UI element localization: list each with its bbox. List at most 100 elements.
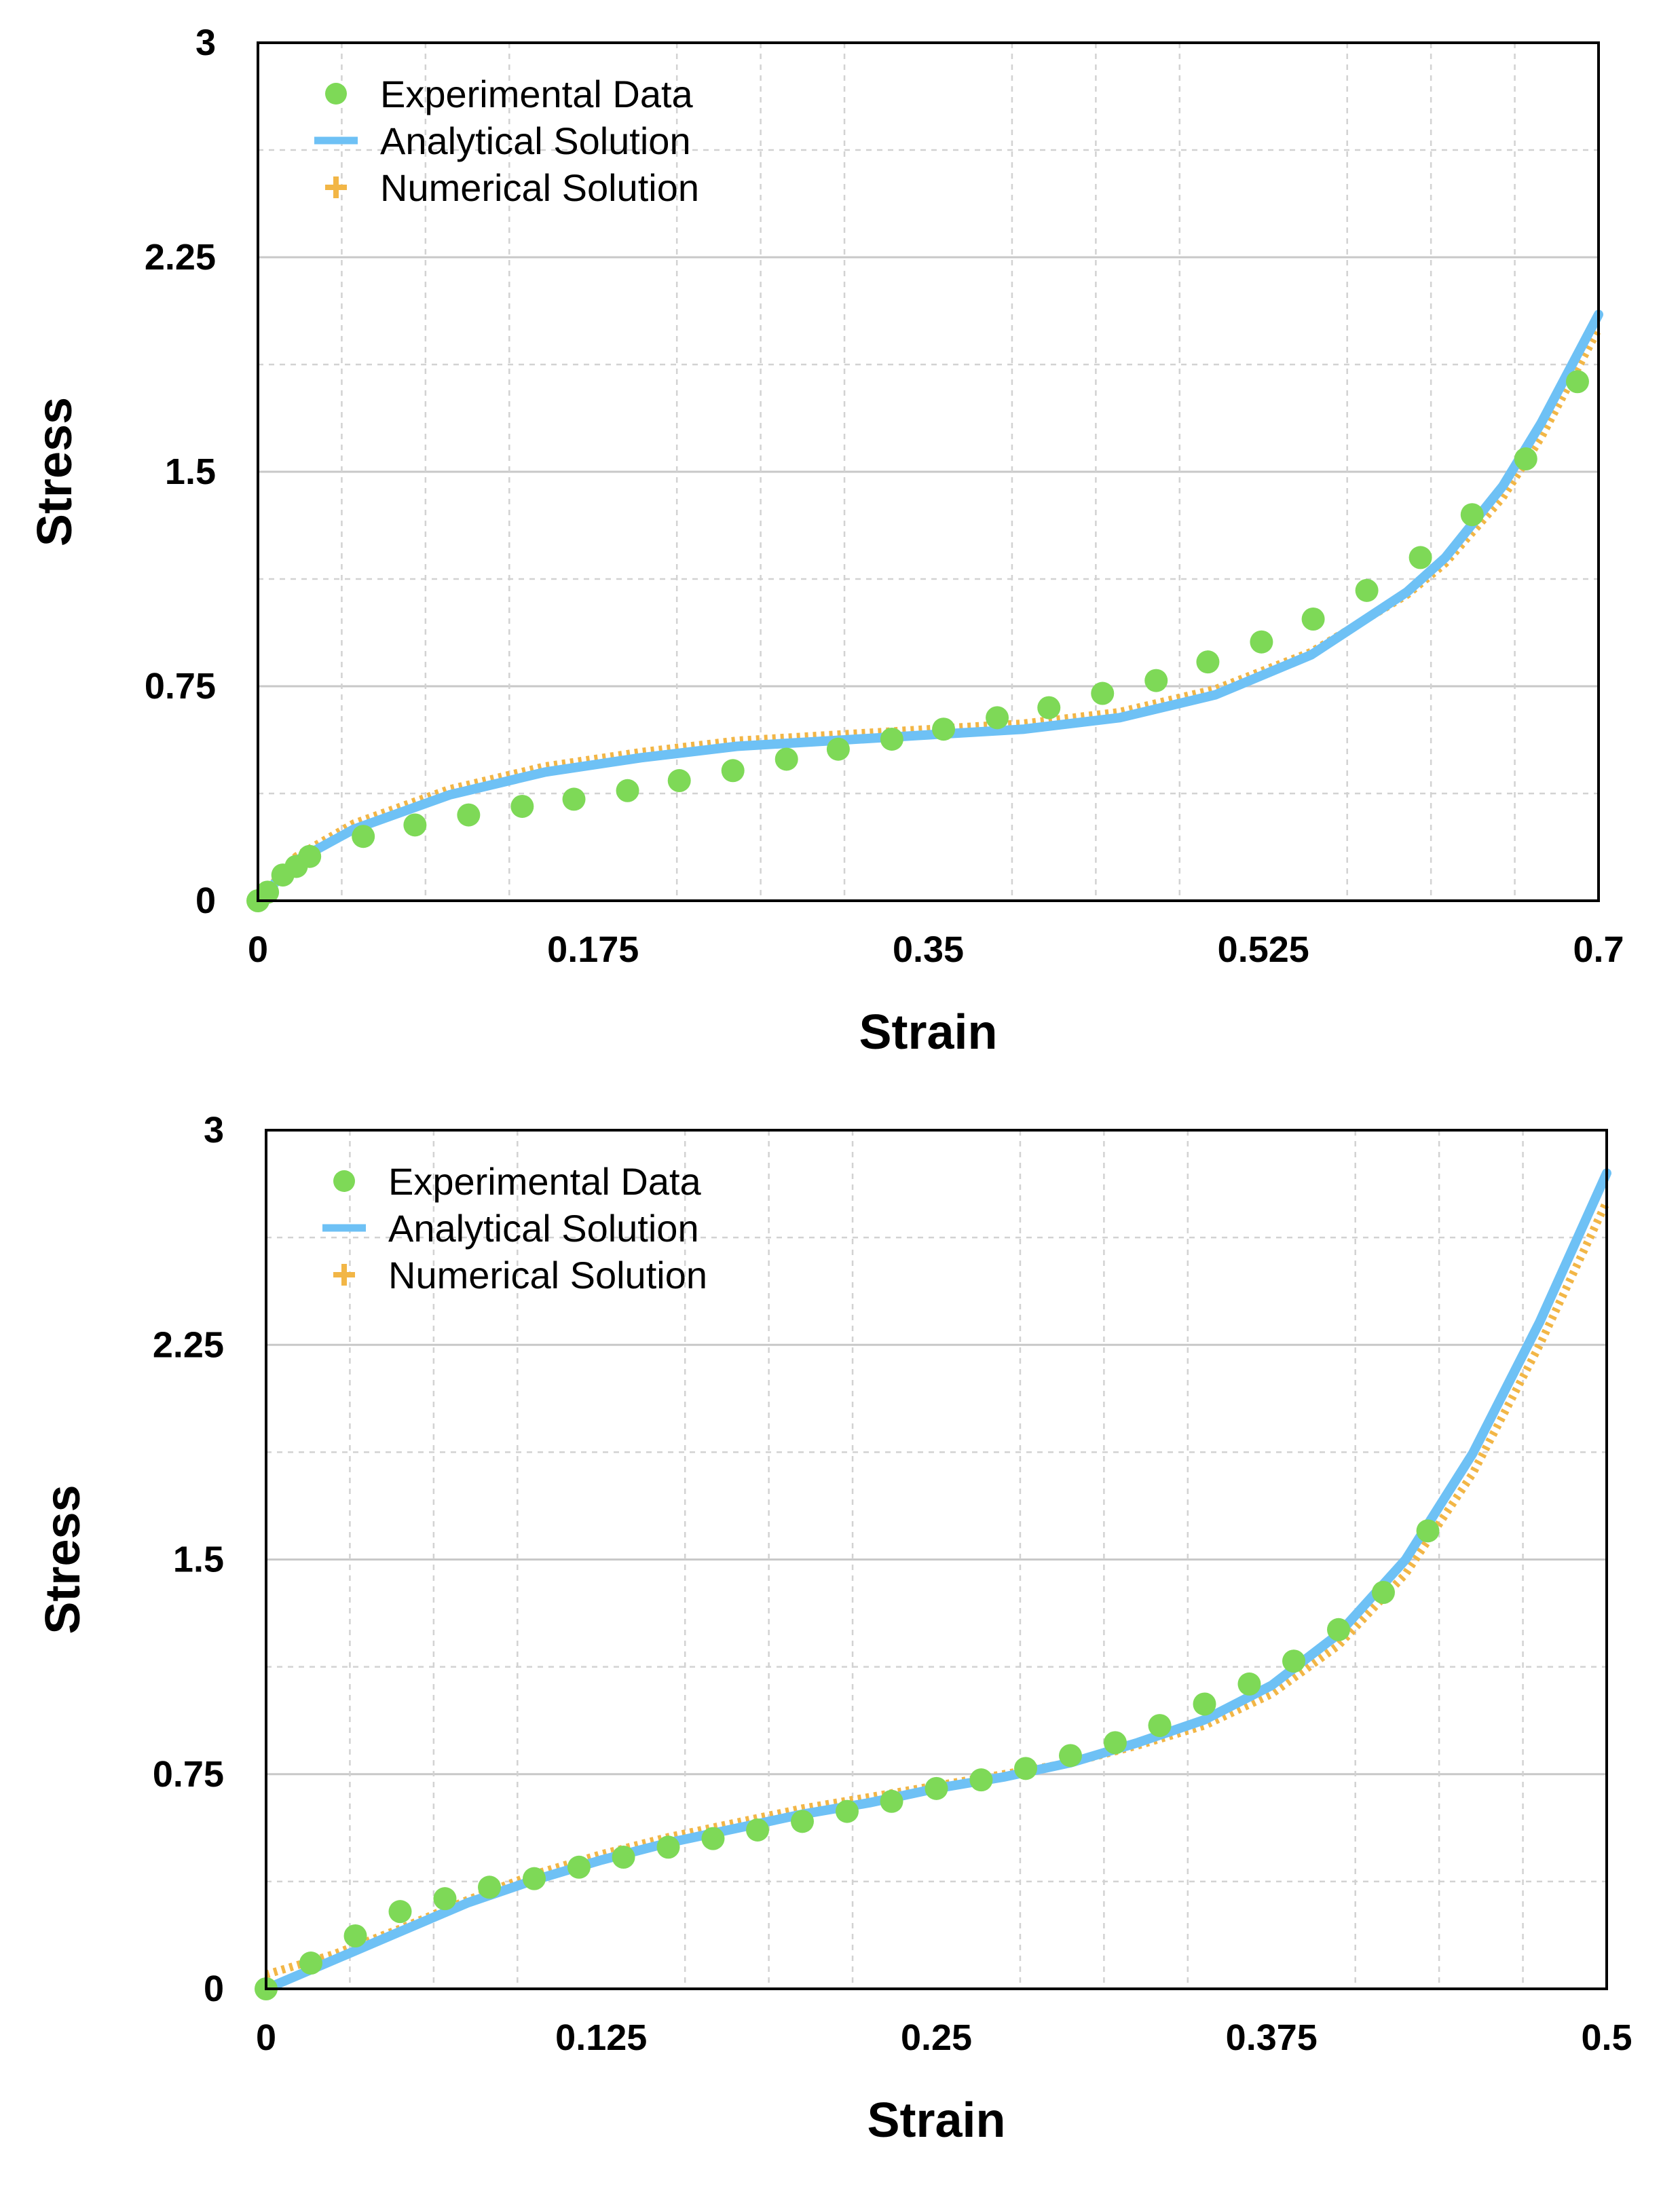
chart-1-experimental-point bbox=[1565, 370, 1589, 394]
chart-2-numerical-series bbox=[265, 1199, 1611, 1979]
chart-1-y-tick: 0 bbox=[195, 880, 216, 921]
chart-2-x-tick: 0.375 bbox=[1226, 2017, 1318, 2058]
chart-1-legend: Experimental Data Analytical Solution Nu… bbox=[314, 73, 699, 209]
chart-2-y-tick-labels: 0 0.75 1.5 2.25 3 bbox=[153, 1110, 224, 2009]
chart-1-experimental-point bbox=[826, 737, 850, 761]
chart-2-experimental-point bbox=[1148, 1714, 1172, 1738]
chart-1-x-tick: 0 bbox=[248, 929, 268, 970]
chart-1-x-tick: 0.525 bbox=[1218, 929, 1309, 970]
chart-1-analytical-series bbox=[253, 310, 1603, 905]
chart-1-y-tick: 3 bbox=[195, 22, 216, 63]
chart-1-x-tick: 0.35 bbox=[893, 929, 964, 970]
chart-2-y-tick: 2.25 bbox=[153, 1324, 224, 1365]
chart-2-experimental-point bbox=[1059, 1744, 1082, 1768]
chart-2-legend-experimental-marker bbox=[333, 1170, 355, 1192]
chart-2-x-tick: 0.125 bbox=[555, 2017, 647, 2058]
chart-1-experimental-point bbox=[256, 880, 280, 904]
chart-1-legend-experimental-marker bbox=[325, 83, 347, 105]
chart-2-experimental-point bbox=[1282, 1649, 1306, 1673]
chart-2-experimental-point bbox=[925, 1776, 948, 1800]
chart-2-legend: Experimental Data Analytical Solution Nu… bbox=[322, 1160, 707, 1296]
chart-1-legend-experimental-label: Experimental Data bbox=[380, 73, 694, 115]
chart-2-experimental-point bbox=[612, 1846, 635, 1869]
chart-2-experimental-point bbox=[835, 1799, 859, 1823]
chart-2-experimental-point bbox=[523, 1867, 546, 1890]
chart-1-experimental-point bbox=[1144, 669, 1168, 692]
chart-2-x-axis-title: Strain bbox=[867, 2093, 1005, 2148]
chart-2-experimental-point bbox=[343, 1924, 367, 1947]
chart-2-experimental-point bbox=[478, 1875, 502, 1899]
chart-1-experimental-point bbox=[457, 803, 481, 827]
chart-1-y-tick: 1.5 bbox=[165, 451, 216, 492]
chart-2-experimental-point bbox=[969, 1768, 993, 1792]
chart-2-y-tick: 1.5 bbox=[173, 1539, 224, 1580]
chart-2-experimental-point bbox=[791, 1810, 814, 1833]
chart-2-experimental-point bbox=[1237, 1672, 1261, 1696]
chart-2-x-tick: 0.5 bbox=[1581, 2017, 1632, 2058]
chart-1-analytical-line bbox=[253, 310, 1603, 905]
chart-2-legend-numerical-label: Numerical Solution bbox=[388, 1254, 707, 1296]
chart-2-experimental-point bbox=[567, 1855, 591, 1879]
chart-2-plot-frame bbox=[265, 1129, 1608, 1990]
chart-1-experimental-point bbox=[1408, 546, 1432, 569]
chart-2-x-tick: 0 bbox=[256, 2017, 276, 2058]
chart-2-experimental-point bbox=[701, 1827, 725, 1850]
chart-1-experimental-point bbox=[986, 706, 1009, 730]
chart-1-y-tick: 0.75 bbox=[145, 666, 216, 707]
chart-2-experimental-point bbox=[1371, 1580, 1395, 1604]
chart-1-experimental-point bbox=[352, 825, 375, 848]
chart-2-x-tick-labels: 0 0.125 0.25 0.375 0.5 bbox=[256, 2017, 1632, 2058]
chart-2-experimental-point bbox=[656, 1835, 680, 1859]
chart-1-experimental-point bbox=[1091, 681, 1115, 705]
chart-2-legend-analytical-label: Analytical Solution bbox=[388, 1207, 699, 1250]
chart-1-experimental-point bbox=[1355, 578, 1379, 602]
chart-1-y-axis-title: Stress bbox=[28, 397, 82, 546]
chart-1-experimental-point bbox=[721, 759, 745, 783]
chart-2-experimental-series bbox=[255, 1519, 1440, 2000]
chart-2-x-tick: 0.25 bbox=[901, 2017, 972, 2058]
chart-1-experimental-point bbox=[1460, 503, 1484, 527]
chart-1-experimental-point bbox=[774, 747, 798, 771]
chart-2-experimental-point bbox=[299, 1951, 322, 1975]
chart-1-legend-analytical-label: Analytical Solution bbox=[380, 119, 691, 162]
chart-2-experimental-point bbox=[388, 1900, 412, 1924]
chart-2-experimental-point bbox=[1014, 1757, 1038, 1780]
chart-1-plot-frame bbox=[257, 41, 1600, 902]
chart-2-experimental-point bbox=[746, 1818, 770, 1842]
chart-1-experimental-series bbox=[246, 370, 1589, 912]
chart-2-experimental-point bbox=[1193, 1692, 1216, 1716]
chart-1-experimental-point bbox=[1250, 630, 1273, 654]
chart-2-legend-experimental-label: Experimental Data bbox=[388, 1160, 702, 1203]
chart-1-experimental-point bbox=[932, 717, 956, 741]
chart-1-experimental-point bbox=[1301, 607, 1325, 631]
chart-2-experimental-point bbox=[880, 1789, 903, 1813]
chart-2: 0 0.125 0.25 0.375 0.5 0 0.75 1.5 2.25 3… bbox=[36, 1110, 1632, 2148]
chart-1-experimental-point bbox=[510, 794, 534, 818]
chart-2-experimental-point bbox=[433, 1887, 457, 1911]
chart-2-experimental-point bbox=[1416, 1519, 1440, 1543]
chart-1-x-tick: 0.7 bbox=[1573, 929, 1624, 970]
chart-1-experimental-point bbox=[403, 813, 427, 837]
chart-1-experimental-point bbox=[880, 727, 903, 751]
chart-2-legend-numerical-marker bbox=[333, 1264, 355, 1286]
chart-1-x-tick: 0.175 bbox=[547, 929, 639, 970]
chart-1: 0 0.175 0.35 0.525 0.7 0 0.75 1.5 2.25 3… bbox=[28, 22, 1624, 1060]
chart-1-experimental-point bbox=[1196, 650, 1220, 674]
chart-1-experimental-point bbox=[298, 844, 322, 868]
chart-1-y-tick: 2.25 bbox=[145, 237, 216, 278]
chart-1-experimental-point bbox=[616, 779, 639, 802]
chart-2-y-tick: 0 bbox=[204, 1968, 224, 2009]
chart-2-experimental-point bbox=[1103, 1731, 1127, 1755]
chart-2-y-axis-title: Stress bbox=[36, 1484, 90, 1634]
chart-1-experimental-point bbox=[1514, 447, 1537, 471]
chart-2-y-tick: 3 bbox=[204, 1110, 224, 1151]
chart-1-experimental-point bbox=[667, 769, 691, 793]
chart-1-x-tick-labels: 0 0.175 0.35 0.525 0.7 bbox=[248, 929, 1624, 970]
chart-2-y-tick: 0.75 bbox=[153, 1754, 224, 1795]
chart-1-x-axis-title: Strain bbox=[859, 1005, 997, 1060]
chart-1-experimental-point bbox=[562, 787, 586, 811]
chart-1-experimental-point bbox=[1037, 696, 1061, 720]
chart-1-grid bbox=[258, 43, 1599, 901]
chart-1-legend-numerical-label: Numerical Solution bbox=[380, 166, 699, 209]
